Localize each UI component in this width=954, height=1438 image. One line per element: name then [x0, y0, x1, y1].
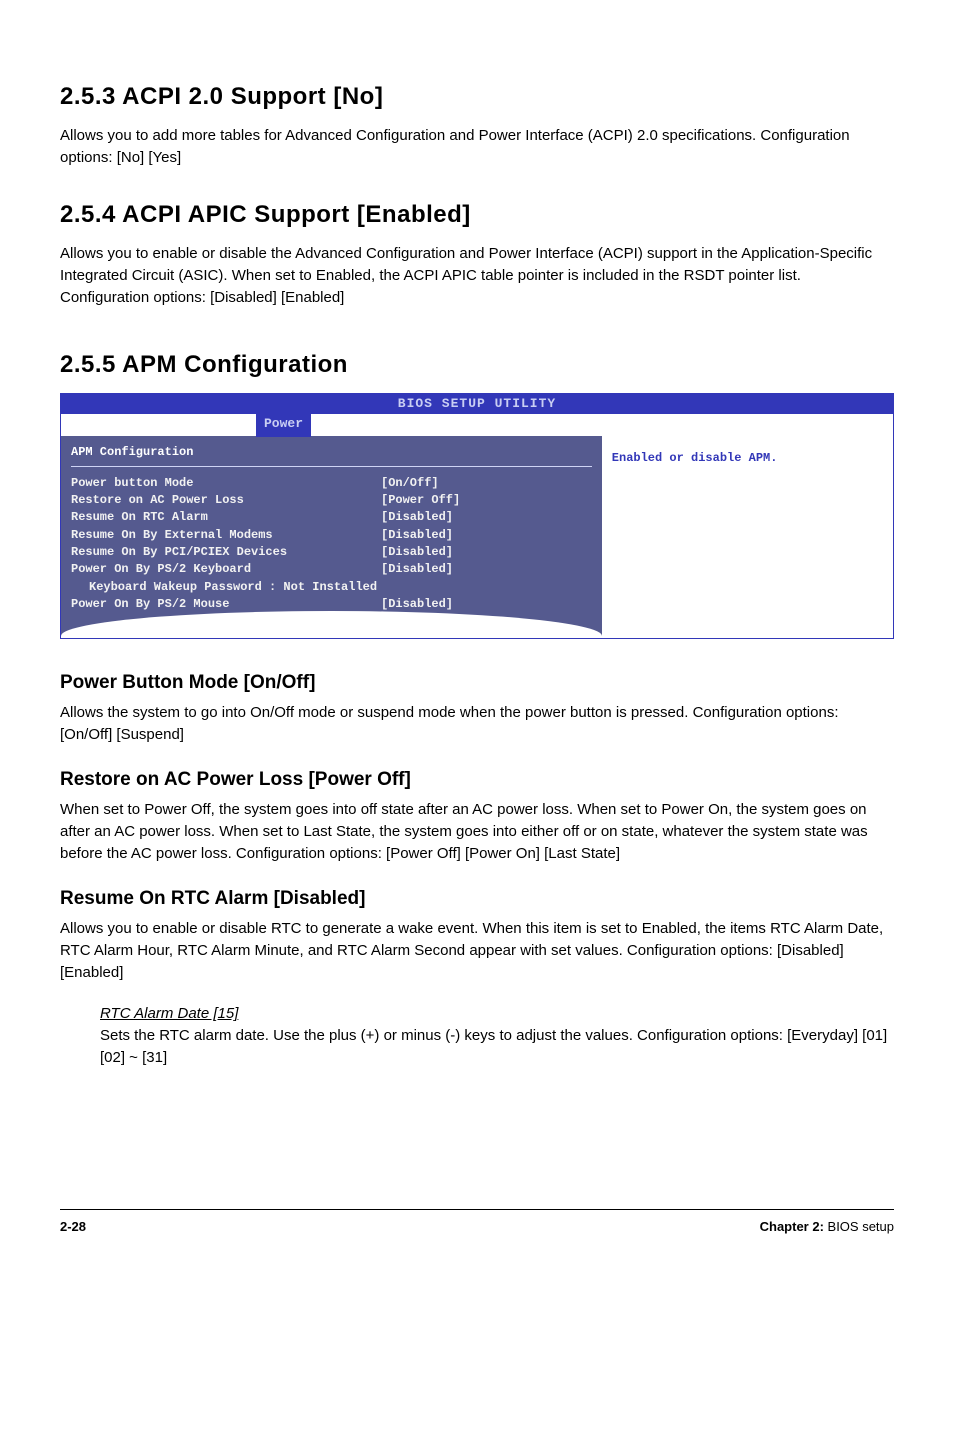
- page-footer: 2-28 Chapter 2: BIOS setup: [60, 1209, 894, 1237]
- heading-acpi-2-support: 2.5.3 ACPI 2.0 Support [No]: [60, 80, 894, 115]
- bios-titlebar: BIOS SETUP UTILITY: [61, 394, 893, 414]
- heading-restore-ac-power: Restore on AC Power Loss [Power Off]: [60, 766, 894, 794]
- bios-config-key: Keyboard Wakeup Password : Not Installed: [71, 579, 399, 596]
- bios-config-row: Power button Mode[On/Off]: [71, 475, 592, 492]
- bios-config-value: [Disabled]: [381, 561, 592, 578]
- text-resume-rtc-alarm: Allows you to enable or disable RTC to g…: [60, 918, 894, 983]
- footer-page-number: 2-28: [60, 1218, 86, 1237]
- text-acpi-apic-support: Allows you to enable or disable the Adva…: [60, 243, 894, 308]
- bios-config-row: Power On By PS/2 Keyboard[Disabled]: [71, 561, 592, 578]
- bios-curve-decoration: [61, 611, 602, 639]
- bios-config-row: Keyboard Wakeup Password : Not Installed: [71, 579, 592, 596]
- bios-config-row: Resume On By PCI/PCIEX Devices[Disabled]: [71, 544, 592, 561]
- text-rtc-alarm-date: Sets the RTC alarm date. Use the plus (+…: [100, 1025, 894, 1069]
- bios-setup-panel: BIOS SETUP UTILITY Power APM Configurati…: [60, 393, 894, 639]
- text-restore-ac-power: When set to Power Off, the system goes i…: [60, 799, 894, 864]
- bios-utility-label: BIOS SETUP UTILITY: [398, 394, 556, 414]
- bios-config-row: Resume On RTC Alarm[Disabled]: [71, 509, 592, 526]
- bios-config-row: Resume On By External Modems[Disabled]: [71, 527, 592, 544]
- bios-config-key: Power button Mode: [71, 475, 381, 492]
- text-acpi-2-support: Allows you to add more tables for Advanc…: [60, 125, 894, 169]
- bios-config-value: [399, 579, 592, 596]
- bios-config-key: Restore on AC Power Loss: [71, 492, 381, 509]
- heading-power-button-mode: Power Button Mode [On/Off]: [60, 669, 894, 697]
- bios-config-key: Resume On By External Modems: [71, 527, 381, 544]
- bios-config-row: Power On By PS/2 Mouse[Disabled]: [71, 596, 592, 613]
- bios-left-pane: APM Configuration Power button Mode[On/O…: [61, 436, 602, 638]
- bios-config-value: [Disabled]: [381, 509, 592, 526]
- bios-config-value: [On/Off]: [381, 475, 592, 492]
- bios-config-value: [Power Off]: [381, 492, 592, 509]
- bios-config-key: Resume On RTC Alarm: [71, 509, 381, 526]
- footer-chapter-bold: Chapter 2:: [760, 1219, 824, 1234]
- bios-left-title: APM Configuration: [71, 444, 592, 461]
- footer-chapter-title: BIOS setup: [824, 1219, 894, 1234]
- bios-config-key: Resume On By PCI/PCIEX Devices: [71, 544, 381, 561]
- bios-config-row: Restore on AC Power Loss[Power Off]: [71, 492, 592, 509]
- bios-config-value: [Disabled]: [381, 527, 592, 544]
- bios-config-value: [Disabled]: [381, 544, 592, 561]
- bios-config-key: Power On By PS/2 Mouse: [71, 596, 381, 613]
- heading-apm-configuration: 2.5.5 APM Configuration: [60, 348, 894, 383]
- bios-config-key: Power On By PS/2 Keyboard: [71, 561, 381, 578]
- text-power-button-mode: Allows the system to go into On/Off mode…: [60, 702, 894, 746]
- bios-config-value: [Disabled]: [381, 596, 592, 613]
- heading-resume-rtc-alarm: Resume On RTC Alarm [Disabled]: [60, 885, 894, 913]
- sub-heading-rtc-alarm-date: RTC Alarm Date [15]: [100, 1003, 894, 1025]
- bios-right-pane: Enabled or disable APM.: [602, 436, 893, 638]
- heading-acpi-apic-support: 2.5.4 ACPI APIC Support [Enabled]: [60, 198, 894, 233]
- bios-help-text: Enabled or disable APM.: [612, 451, 778, 465]
- bios-tab-power: Power: [256, 414, 311, 437]
- bios-divider: [71, 466, 592, 467]
